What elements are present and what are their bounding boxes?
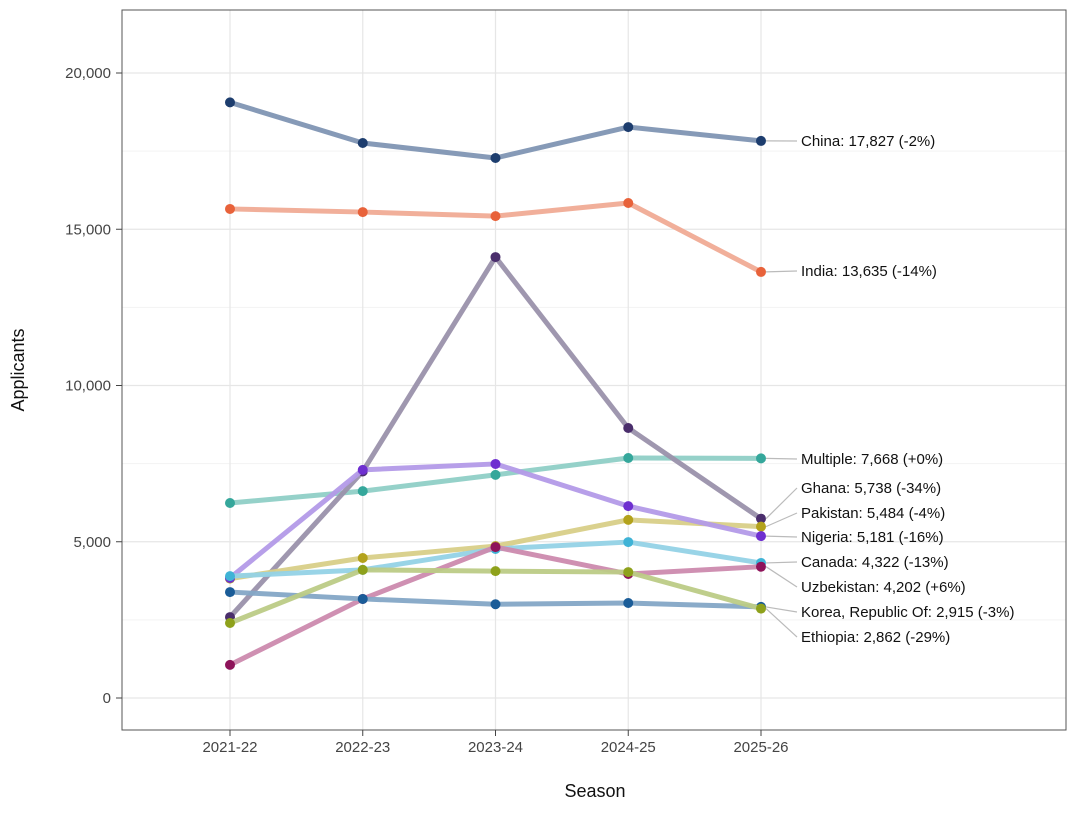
plot-border <box>122 10 1066 730</box>
series-label-nigeria: Nigeria: 5,181 (-16%) <box>801 529 944 546</box>
data-point-china <box>756 136 766 146</box>
label-connector-india <box>766 271 797 272</box>
series-label-ethiopia: Ethiopia: 2,862 (-29%) <box>801 629 950 646</box>
data-point-pakistan <box>756 522 766 532</box>
data-point-nigeria <box>623 501 633 511</box>
x-tick-label: 2024-25 <box>601 739 656 756</box>
line-labels: China: 17,827 (-2%) India: 13,635 (-14%) M… <box>766 133 1014 646</box>
data-point-china <box>491 153 501 163</box>
label-connector-canada <box>766 562 797 563</box>
data-point-pakistan <box>623 515 633 525</box>
x-tick-label: 2021-22 <box>202 739 257 756</box>
y-tick-label: 5,000 <box>73 534 111 551</box>
series-label-india: India: 13,635 (-14%) <box>801 263 937 280</box>
label-connector-pakistan <box>766 513 797 527</box>
data-point-korea-republic-of <box>225 587 235 597</box>
x-tick-label: 2022-23 <box>335 739 390 756</box>
x-tick-label: 2023-24 <box>468 739 523 756</box>
data-point-china <box>623 122 633 132</box>
data-point-multiple <box>225 498 235 508</box>
series-label-pakistan: Pakistan: 5,484 (-4%) <box>801 505 945 522</box>
data-point-india <box>225 204 235 214</box>
data-point-uzbekistan <box>225 660 235 670</box>
data-point-pakistan <box>358 553 368 563</box>
data-point-ghana <box>623 423 633 433</box>
data-point-multiple <box>756 453 766 463</box>
y-axis-title: Applicants <box>8 328 28 411</box>
data-point-ethiopia <box>623 567 633 577</box>
y-tick-label: 10,000 <box>65 378 111 395</box>
data-point-korea-republic-of <box>623 598 633 608</box>
data-point-nigeria <box>756 531 766 541</box>
x-tick-label: 2025-26 <box>733 739 788 756</box>
data-point-ghana <box>491 252 501 262</box>
data-point-korea-republic-of <box>358 594 368 604</box>
series-label-canada: Canada: 4,322 (-13%) <box>801 554 949 571</box>
data-point-multiple <box>491 470 501 480</box>
y-tick-label: 0 <box>103 690 111 707</box>
series-label-ghana: Ghana: 5,738 (-34%) <box>801 480 941 497</box>
data-point-uzbekistan <box>491 542 501 552</box>
data-point-india <box>756 267 766 277</box>
label-connector-nigeria <box>766 536 797 537</box>
series-label-uzbekistan: Uzbekistan: 4,202 (+6%) <box>801 579 966 596</box>
label-connector-uzbekistan <box>766 567 797 587</box>
series-label-korea-republic-of: Korea, Republic Of: 2,915 (-3%) <box>801 604 1014 621</box>
series-label-multiple: Multiple: 7,668 (+0%) <box>801 451 943 468</box>
data-point-china <box>225 97 235 107</box>
data-point-ethiopia <box>225 618 235 628</box>
data-point-ethiopia <box>358 565 368 575</box>
data-point-uzbekistan <box>756 562 766 572</box>
grid <box>122 10 1066 730</box>
label-connector-ethiopia <box>766 609 797 637</box>
data-point-india <box>491 211 501 221</box>
label-connector-korea-republic-of <box>766 607 797 612</box>
axes: 0 5,000 10,000 15,000 20,000 2021-22 2022-23 20… <box>65 65 788 756</box>
data-point-nigeria <box>491 459 501 469</box>
data-point-multiple <box>358 486 368 496</box>
y-tick-label: 15,000 <box>65 221 111 238</box>
label-connector-multiple <box>766 458 797 459</box>
data-point-ethiopia <box>491 566 501 576</box>
data-point-nigeria <box>358 465 368 475</box>
data-point-canada <box>623 537 633 547</box>
data-point-india <box>623 198 633 208</box>
data-point-india <box>358 207 368 217</box>
label-connector-ghana <box>766 488 797 519</box>
y-tick-label: 20,000 <box>65 65 111 82</box>
data-point-china <box>358 138 368 148</box>
series-label-china: China: 17,827 (-2%) <box>801 133 935 150</box>
data-point-canada <box>225 571 235 581</box>
data-point-multiple <box>623 453 633 463</box>
data-point-ethiopia <box>756 604 766 614</box>
data-point-korea-republic-of <box>491 599 501 609</box>
x-axis-title: Season <box>564 781 625 801</box>
